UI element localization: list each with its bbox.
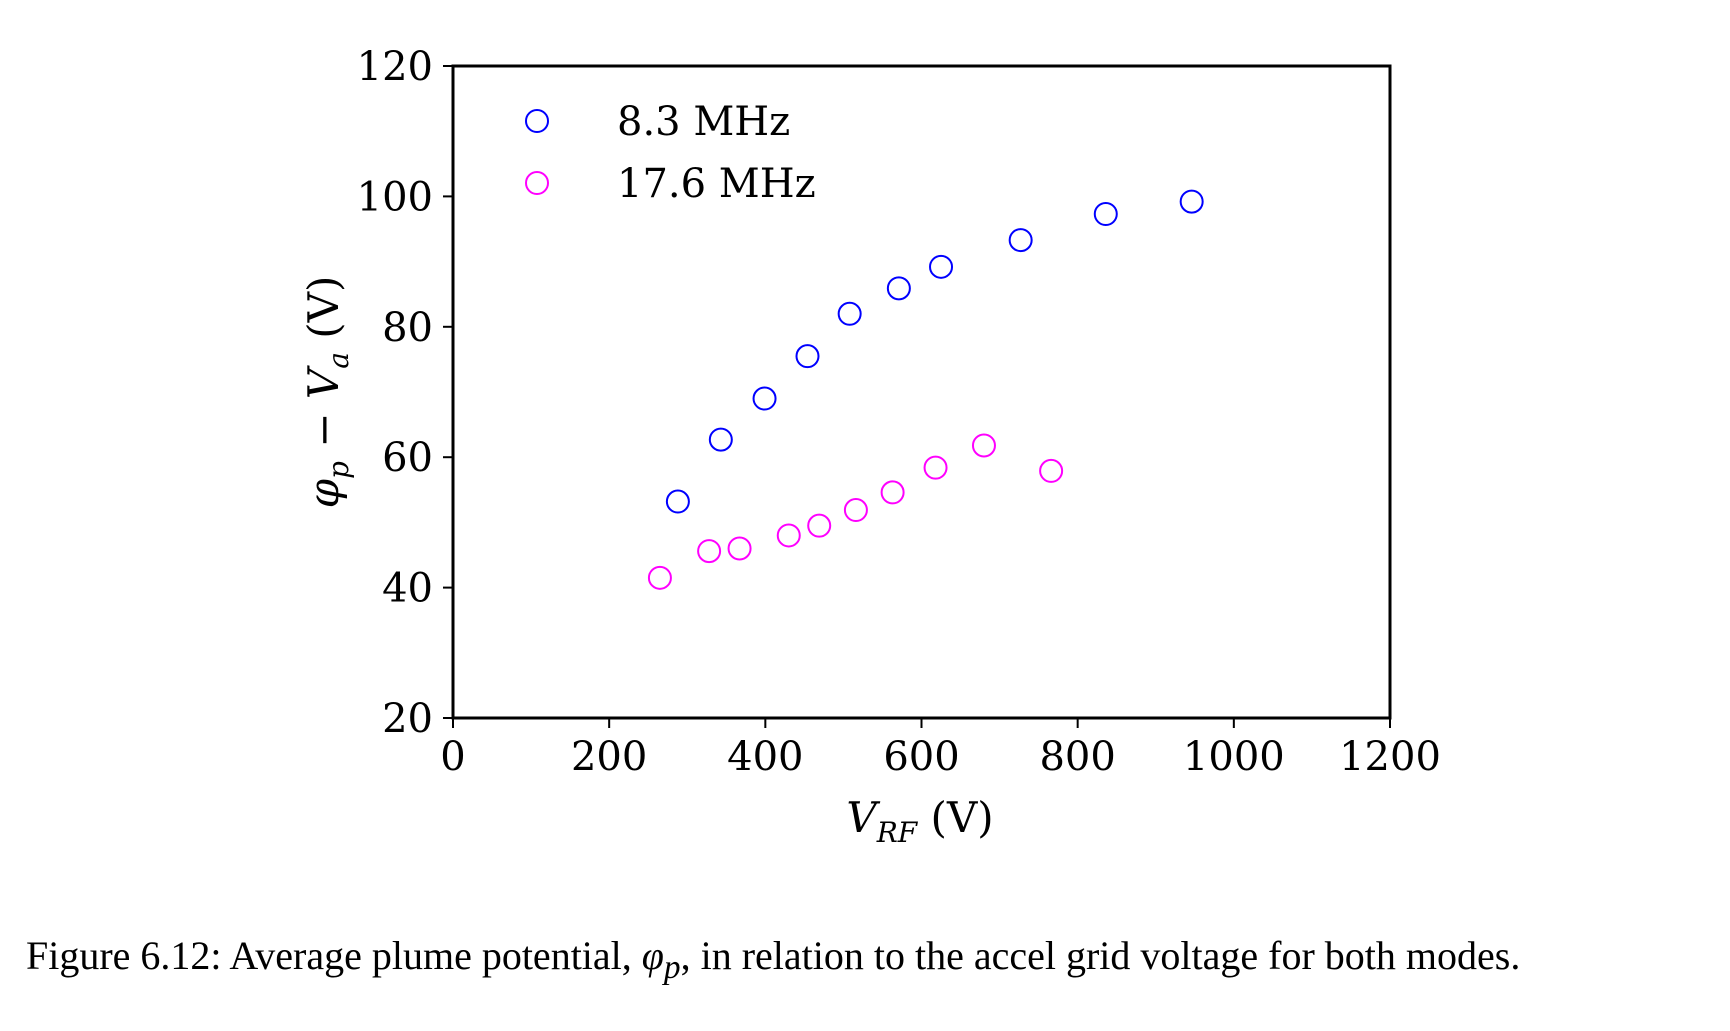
figure-caption: Figure 6.12: Average plume potential, φp…: [26, 928, 1716, 996]
x-axis-label: VRF (V): [846, 793, 993, 849]
data-points: [647, 189, 1204, 590]
data-point-series-2: [807, 513, 832, 538]
data-point-series-1: [752, 386, 777, 411]
scatter-chart: 0 200 400 600 800 1000 1200 20 40 60 80 100 120 8.3…: [299, 44, 1441, 849]
x-tick-label: 800: [1039, 734, 1115, 780]
data-point-series-2: [647, 565, 672, 590]
y-tick-label: 100: [357, 174, 433, 220]
legend: 8.3 MHz 17.6 MHz: [525, 99, 816, 207]
caption-suffix: , in relation to the accel grid voltage …: [680, 933, 1521, 978]
y-tick-label: 40: [382, 566, 433, 612]
y-tick-label: 20: [382, 696, 433, 742]
data-point-series-2: [923, 455, 948, 480]
y-tick-label: 120: [357, 44, 433, 90]
data-point-series-2: [727, 536, 752, 561]
y-tick-label: 60: [382, 435, 433, 481]
y-axis-label: φp − Va (V): [299, 276, 355, 509]
data-point-series-2: [880, 480, 905, 505]
x-tick-label: 200: [571, 734, 647, 780]
data-point-series-1: [1008, 228, 1033, 253]
data-point-series-1: [708, 427, 733, 452]
data-point-series-2: [697, 539, 722, 564]
data-point-series-1: [929, 254, 954, 279]
data-point-series-1: [665, 489, 690, 514]
data-point-series-1: [886, 276, 911, 301]
data-point-series-1: [837, 301, 862, 326]
x-tick-label: 1200: [1339, 734, 1441, 780]
x-tick-label: 0: [440, 734, 465, 780]
data-point-series-2: [1039, 458, 1064, 483]
data-point-series-2: [971, 433, 996, 458]
y-axis: 20 40 60 80 100 120: [357, 44, 453, 742]
x-tick-label: 400: [727, 734, 803, 780]
legend-label: 17.6 MHz: [617, 161, 816, 207]
legend-marker: [525, 171, 549, 195]
y-tick-label: 80: [382, 305, 433, 351]
plot-area: [451, 64, 1392, 720]
legend-marker: [525, 109, 549, 133]
data-point-series-1: [795, 344, 820, 369]
data-point-series-1: [1179, 189, 1204, 214]
x-tick-label: 600: [883, 734, 959, 780]
data-point-series-2: [776, 523, 801, 548]
data-point-series-1: [1093, 202, 1118, 227]
caption-symbol: φ: [641, 933, 664, 978]
legend-label: 8.3 MHz: [617, 99, 790, 145]
caption-subscript: p: [663, 949, 681, 986]
x-tick-label: 1000: [1183, 734, 1285, 780]
data-point-series-2: [843, 498, 868, 523]
x-axis: 0 200 400 600 800 1000 1200: [440, 718, 1441, 780]
caption-prefix: Figure 6.12: Average plume potential,: [26, 933, 642, 978]
